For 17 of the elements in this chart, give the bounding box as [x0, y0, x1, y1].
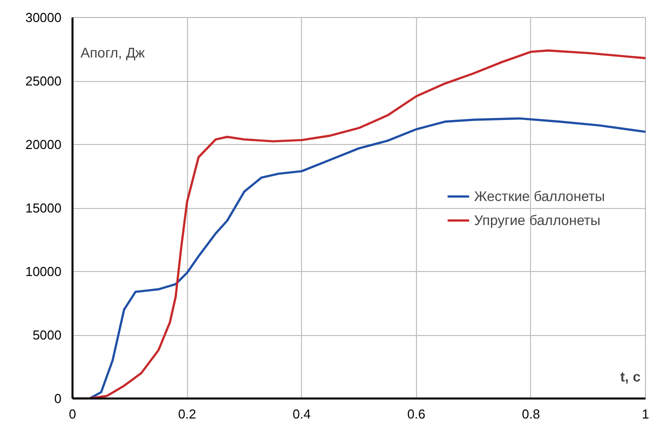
y-tick-label: 20000: [25, 137, 62, 152]
y-tick-label: 30000: [25, 10, 62, 25]
y-axis-title: Aпогл, Дж: [80, 44, 146, 60]
x-tick-label: 0: [68, 406, 76, 422]
y-tick-label: 25000: [25, 74, 62, 88]
x-axis-title: t, с: [620, 368, 641, 384]
y-tick-label: 15000: [25, 200, 62, 216]
y-tick-label: 5000: [32, 328, 62, 342]
x-tick-label: 1: [642, 406, 650, 422]
legend-label: Упругие баллонеты: [474, 212, 600, 228]
x-tick-label: 0.2: [178, 406, 196, 422]
x-tick-label: 0.8: [522, 406, 540, 422]
x-tick-label: 0.6: [407, 406, 426, 422]
y-tick-label: 10000: [25, 264, 62, 279]
y-tick-label: 0: [54, 391, 62, 406]
x-tick-label: 0.4: [292, 406, 311, 422]
legend-label: Жесткие баллонеты: [474, 188, 605, 204]
